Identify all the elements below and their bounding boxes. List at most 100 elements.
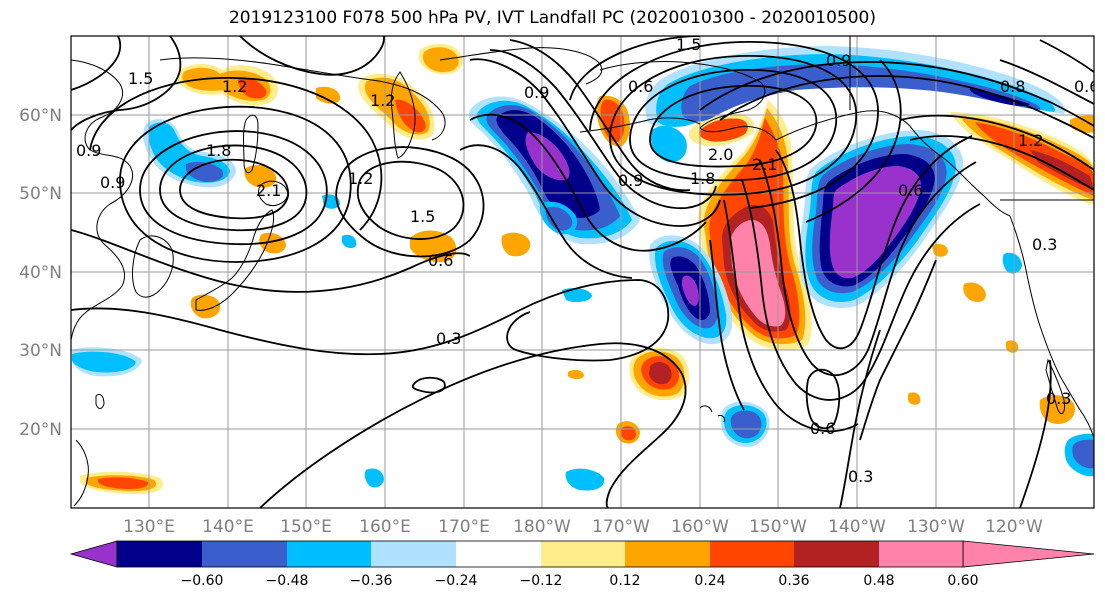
- lat-tick-label: 40°N: [19, 263, 62, 283]
- shade-patch-10: [963, 282, 986, 302]
- contour-alaska-5: [569, 36, 902, 223]
- contour-label: 0.3: [848, 467, 873, 486]
- contour-label: 0.6: [428, 251, 453, 270]
- contour-zonal-3: [259, 342, 687, 508]
- contour-label: 1.8: [690, 169, 715, 188]
- colorbar-tick-label: 0.24: [694, 573, 725, 589]
- contour-label: 0.6: [898, 181, 923, 200]
- colorbar-segment: [371, 541, 456, 567]
- shade-japan-blue: [185, 162, 224, 182]
- colorbar-segment: [879, 541, 963, 567]
- shade-patch-1: [316, 86, 341, 104]
- lon-tick-label: 130°E: [123, 517, 175, 537]
- colorbar-segment: [287, 541, 371, 567]
- coast-alaska: [599, 60, 777, 141]
- shade-sakhalin-red: [238, 77, 267, 99]
- colorbar-segment: [117, 541, 202, 567]
- contour-epac-6: [859, 259, 937, 441]
- lat-tick-label: 60°N: [19, 106, 62, 126]
- shade-goa-blue: [681, 64, 1041, 122]
- contour-epac-2: [759, 159, 977, 377]
- colorbar-segment: [625, 541, 710, 567]
- contour-alaska-3: [609, 55, 857, 196]
- plot-frame: [70, 35, 1095, 509]
- contour-label: 2.1: [256, 181, 281, 200]
- contour-zonal-1: [71, 229, 471, 293]
- map-layers: 1.5 1.2 0.9 1.8 2.1 1.2 1.5 0.6 0.3 0.9 …: [71, 36, 1099, 508]
- contour-label: 0.8: [1000, 77, 1025, 96]
- contour-label: 0.3: [436, 329, 461, 348]
- contour-japan-2: [159, 144, 308, 232]
- contours: [71, 36, 1094, 508]
- contour-label: 1.8: [206, 141, 231, 160]
- shade-neg-9: [364, 468, 384, 488]
- shade-neg-5: [562, 288, 592, 303]
- contour-epac-8: [1019, 359, 1052, 508]
- contour-label: 2.1: [752, 155, 777, 174]
- contour-dateline-5: [459, 144, 633, 279]
- shade-patch-6: [190, 294, 221, 319]
- contour-label: 0.3: [1046, 389, 1071, 408]
- contour-label: 0.6: [810, 419, 835, 438]
- coast-taiwan: [95, 393, 105, 409]
- shade-patch-3: [259, 232, 286, 254]
- colorbar-tick-label: −0.12: [520, 573, 563, 589]
- contour-label: 2.0: [708, 145, 733, 164]
- coast-philippines: [73, 439, 89, 507]
- contour-label-layer: 1.5 1.2 0.9 1.8 2.1 1.2 1.5 0.6 0.3 0.9 …: [76, 36, 1099, 486]
- contour-label: 1.2: [370, 91, 395, 110]
- colorbar-tick-label: −0.36: [350, 573, 393, 589]
- lon-axis: 130°E 140°E 150°E 160°E 170°E 180°W 170°…: [123, 517, 1043, 537]
- colorbar-tick-label: −0.48: [266, 573, 309, 589]
- contour-goa-1: [699, 61, 1094, 127]
- coast-sakhalin: [243, 114, 259, 174]
- colorbar-segment: [794, 541, 879, 567]
- colorbar-segment: [541, 541, 625, 567]
- contour-japan-4: [119, 105, 352, 263]
- contour-dateline-3: [509, 39, 691, 192]
- contour-japan-1: [179, 158, 289, 220]
- contour-epac-1: [775, 135, 973, 350]
- shade-neg-7: [1002, 252, 1022, 274]
- shade-alaska-red: [699, 118, 748, 142]
- contour-alaska-2: [629, 69, 837, 182]
- lon-tick-label: 180°W: [513, 517, 571, 537]
- contour-goa-6: [1039, 39, 1094, 73]
- lon-tick-label: 170°E: [438, 517, 490, 537]
- contour-label: 0.6: [1074, 77, 1099, 96]
- contour-label: 1.5: [410, 207, 435, 226]
- contour-epac-small: [805, 368, 841, 430]
- colorbar-tick-label: −0.60: [181, 573, 224, 589]
- contour-epac-3: [741, 179, 981, 401]
- shade-patch-7-darkred: [649, 362, 672, 385]
- shade-patch-8-red: [620, 426, 636, 441]
- colorbar-tick-label: 0.60: [947, 573, 978, 589]
- contour-label: 1.2: [1018, 131, 1043, 150]
- colorbar-segment: [710, 541, 794, 567]
- contour-label: 0.9: [76, 141, 101, 160]
- shade-nepacific-red: [975, 122, 1094, 196]
- shade-neg-3-blue: [730, 410, 762, 439]
- shade-patch-15: [568, 369, 584, 379]
- lon-tick-label: 130°W: [907, 517, 965, 537]
- contour-epac-5: [709, 239, 745, 411]
- contour-label: 1.2: [348, 169, 373, 188]
- contour-label: 0.6: [628, 77, 653, 96]
- contour-label: 0.9: [618, 171, 643, 190]
- lon-tick-label: 160°E: [359, 517, 411, 537]
- shade-central-pacific-pink: [730, 220, 786, 327]
- colorbar-tick-label: 0.12: [609, 573, 640, 589]
- coast-nw-america: [1009, 215, 1094, 441]
- contour-label: 0.9: [100, 173, 125, 192]
- colorbar-tick-label: −0.24: [435, 573, 478, 589]
- shade-patch-5: [501, 232, 531, 257]
- contour-goa-4: [909, 135, 1094, 191]
- contour-japan-5: [89, 77, 383, 231]
- lat-tick-label: 20°N: [19, 420, 62, 440]
- colorbar-left-extension: [69, 540, 118, 568]
- contour-label: 0.9: [524, 83, 549, 102]
- lon-tick-label: 120°W: [985, 517, 1043, 537]
- shade-nepac-purple: [829, 166, 922, 279]
- lat-axis: 60°N 50°N 40°N 30°N 20°N: [19, 106, 62, 440]
- contour-west-1: [71, 36, 182, 131]
